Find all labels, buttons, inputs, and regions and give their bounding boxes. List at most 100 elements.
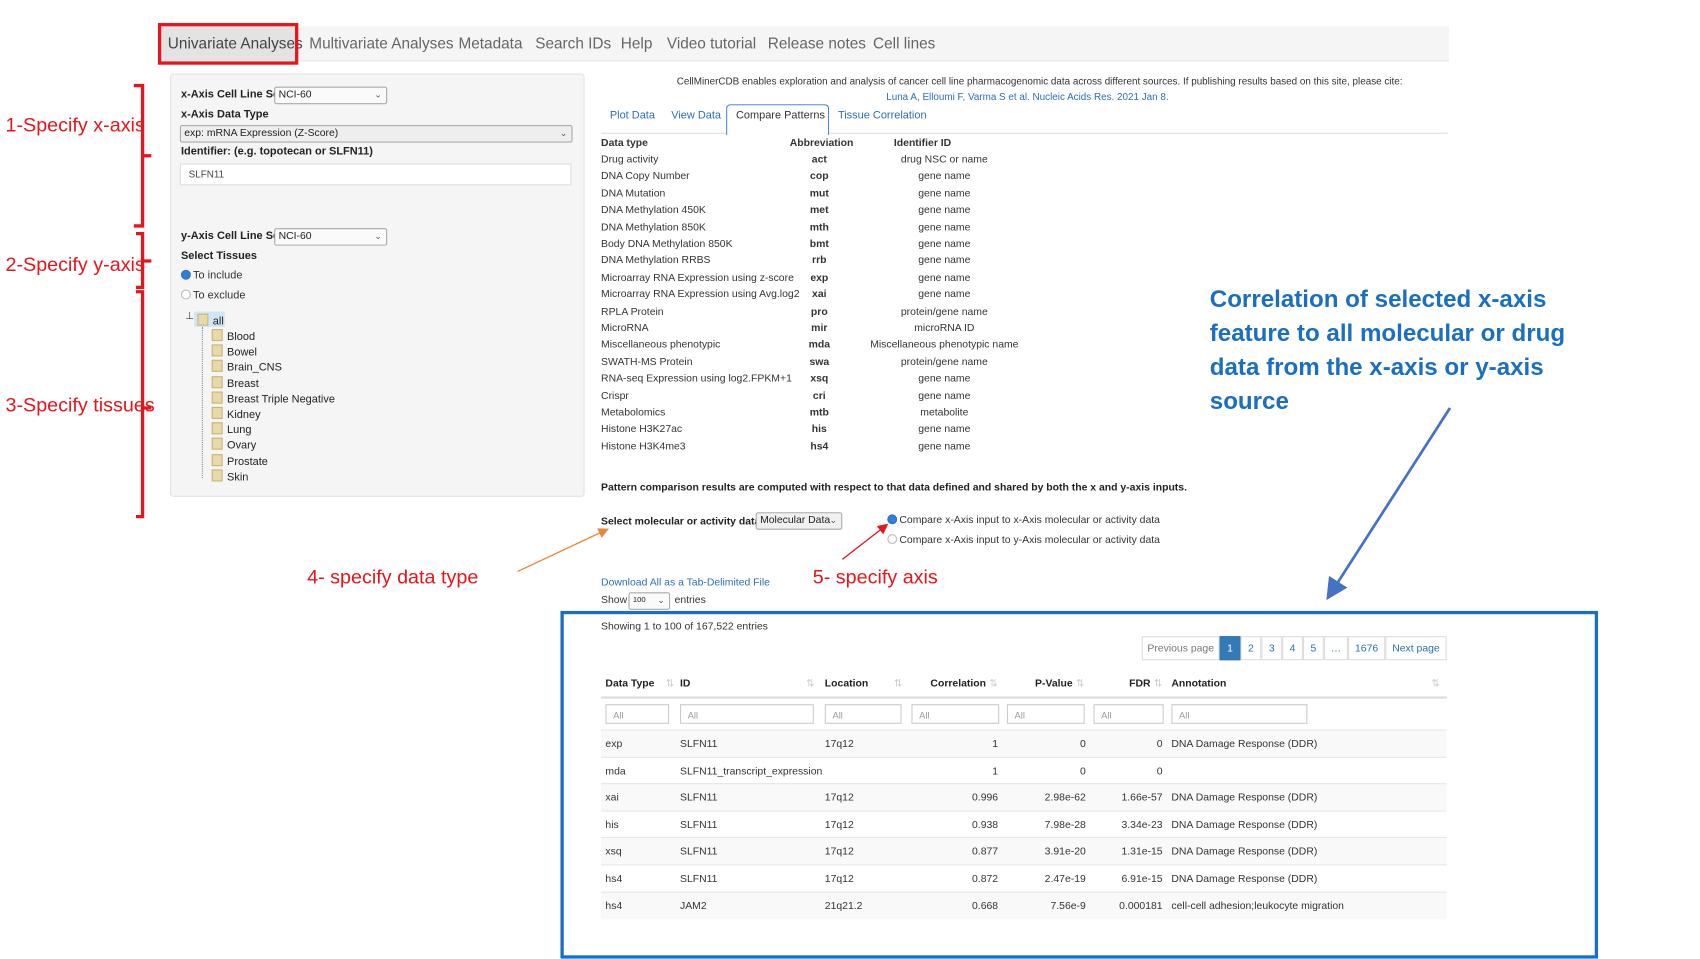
tab-plot-data[interactable]: Plot Data [609,109,655,122]
sort-icon[interactable]: ⇅ [1075,677,1085,689]
column-header-p-value[interactable]: P-Value [1035,677,1073,690]
nav-active-bg [159,26,296,61]
tissue-item[interactable]: Ovary [211,438,256,452]
tissue-item[interactable]: Kidney [211,406,261,422]
cell-annotation: DNA Damage Response (DDR) [1171,873,1318,886]
nav-release-notes[interactable]: Release notes [767,34,866,52]
tissue-item[interactable]: Bowel [211,344,257,359]
tissue-item[interactable]: Breast Triple Negative [211,391,335,406]
to-include-label: To include [193,269,243,282]
table-row: xsq SLFN11 17q12 0.877 3.91e-20 1.31e-15 DNA D… [601,837,1447,865]
data-type-identifier: protein/gene name [900,305,988,318]
tree-root-all[interactable]: all [197,313,224,328]
molecular-data-select[interactable]: Molecular Data ⌄ [755,512,843,530]
column-header-id[interactable]: ID [680,677,691,690]
data-type-identifier: drug NSC or name [900,153,988,166]
radio-to-exclude[interactable] [180,289,191,300]
tissue-item[interactable]: Blood [211,329,255,343]
data-type-identifier: gene name [918,187,971,200]
column-header-correlation[interactable]: Correlation [930,677,987,690]
prev-page-button[interactable]: Previous page [1141,636,1220,661]
cell-correlation: 0.872 [972,873,999,886]
page-button[interactable]: 3 [1261,636,1283,661]
nav-multivariate[interactable]: Multivariate Analyses [309,34,454,52]
column-filter-input[interactable]: All [605,704,670,724]
page-button[interactable]: 1676 [1347,636,1386,661]
entries-value: 100 [632,596,646,605]
nav-univariate[interactable]: Univariate Analyses [167,34,303,52]
data-type-identifier: gene name [918,254,971,267]
tab-compare-patterns[interactable]: Compare Patterns [735,109,825,122]
nav-search-ids[interactable]: Search IDs [535,34,612,52]
tissue-item[interactable]: Skin [211,469,249,484]
column-filter-input[interactable]: All [1093,704,1164,724]
download-link[interactable]: Download All as a Tab-Delimited File [601,576,770,589]
x-cell-line-select[interactable]: NCI-60 ⌄ [274,86,388,105]
data-type-name: DNA Mutation [601,187,666,200]
column-filter-input[interactable]: All [680,704,814,724]
column-header-annotation[interactable]: Annotation [1171,677,1227,690]
cell-correlation: 0.877 [972,846,999,859]
cell-fdr: 6.91e-15 [1121,873,1163,886]
cell-id: SLFN11 [680,819,718,832]
identifier-input[interactable]: SLFN11 [179,163,572,186]
page-button[interactable]: 2 [1240,636,1262,661]
radio-to-include[interactable] [180,269,191,280]
sort-icon[interactable]: ⇅ [893,677,903,689]
nav-video-tutorial[interactable]: Video tutorial [666,34,757,52]
tissue-item[interactable]: Lung [211,422,251,437]
tree-expand-icon[interactable]: ⊥ [185,310,194,322]
data-type-identifier: Miscellaneous phenotypic name [870,339,1019,352]
cell-p-value: 7.56e-9 [1050,900,1086,913]
data-type-abbr: pro [810,305,828,318]
cell-location: 17q12 [824,846,854,859]
cell-annotation: DNA Damage Response (DDR) [1171,738,1318,751]
entries-select[interactable]: 100 ⌄ [628,592,671,610]
sort-icon[interactable]: ⇅ [1153,677,1163,689]
header-abbreviation: Abbreviation [789,137,854,150]
arrow-note [1326,407,1452,601]
page-button-active[interactable]: 1 [1219,636,1241,661]
tissue-item[interactable]: Brain_CNS [211,360,282,374]
tissue-label: Skin [227,471,249,484]
radio-compare-x[interactable] [887,514,898,525]
citation-link[interactable]: Luna A, Elloumi F, Varma S et al. Nuclei… [886,91,1169,103]
data-type-abbr: xai [812,288,827,301]
radio-compare-y[interactable] [887,534,898,545]
data-type-name: Body DNA Methylation 850K [601,238,733,251]
tissue-item[interactable]: Prostate [211,453,268,468]
nav-help[interactable]: Help [620,34,653,52]
next-page-button[interactable]: Next page [1385,636,1447,661]
cell-data-type: exp [605,738,623,751]
column-filter-input[interactable]: All [1006,704,1085,724]
nav-cell-lines[interactable]: Cell lines [873,34,936,52]
column-header-data-type[interactable]: Data Type [605,677,655,690]
column-header-location[interactable]: Location [824,677,869,690]
column-filter-input[interactable]: All [824,704,902,724]
x-data-type-select[interactable]: exp: mRNA Expression (Z-Score) ⌄ [179,125,573,143]
column-filter-input[interactable]: All [911,704,1000,724]
data-type-name: DNA Methylation 450K [601,204,706,217]
page-button[interactable]: 5 [1302,636,1324,661]
tissue-item[interactable]: Breast [211,375,259,390]
cell-p-value: 3.91e-20 [1044,846,1086,859]
sort-icon[interactable]: ⇅ [665,677,675,689]
tree-connector [201,326,203,479]
sort-icon[interactable]: ⇅ [806,677,815,689]
data-type-identifier: gene name [918,271,971,284]
sort-icon[interactable]: ⇅ [989,677,998,689]
sort-icon[interactable]: ⇅ [1431,677,1440,689]
cell-id: SLFN11 [680,846,718,859]
column-filter-input[interactable]: All [1171,704,1308,724]
column-header-fdr[interactable]: FDR [1129,677,1151,690]
tab-view-data[interactable]: View Data [671,109,722,122]
nav-metadata[interactable]: Metadata [458,34,523,52]
tree-root-label: all [212,315,224,328]
data-type-name: RPLA Protein [601,305,664,318]
y-cell-line-select[interactable]: NCI-60 ⌄ [274,228,388,246]
tissue-label: Kidney [227,409,261,422]
data-type-abbr: bmt [809,238,829,251]
page-button[interactable]: … [1323,636,1348,661]
page-button[interactable]: 4 [1282,636,1303,661]
tab-tissue-correlation[interactable]: Tissue Correlation [837,109,927,122]
